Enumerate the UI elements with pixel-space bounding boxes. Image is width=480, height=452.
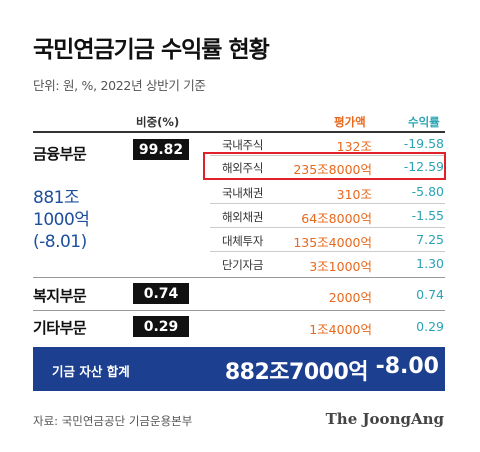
financial-total-line1: 881조: [33, 188, 80, 208]
total-return: -8.00: [375, 354, 439, 379]
section-financial-label: 금융부문: [33, 145, 87, 163]
welfare-return: 0.74: [416, 287, 444, 302]
other-return: 0.29: [416, 319, 444, 334]
row-value: 135조4000억: [293, 235, 372, 250]
source-note: 자료: 국민연금공단 기금운용본부: [33, 414, 193, 428]
row-name: 국내채권: [222, 186, 264, 200]
welfare-value: 2000억: [328, 290, 372, 305]
unit-note: 단위: 원, %, 2022년 상반기 기준: [33, 78, 206, 93]
header-rule: [33, 131, 445, 133]
row-return: -12.59: [403, 159, 444, 174]
row-value: 310조: [336, 187, 372, 202]
row-divider: [210, 251, 445, 252]
total-label: 기금 자산 합계: [52, 364, 130, 379]
brand-logo: The JoongAng: [325, 410, 444, 428]
financial-share-badge: 99.82: [133, 139, 189, 160]
row-name: 단기자금: [222, 258, 264, 272]
total-value: 882조7000억: [224, 360, 369, 385]
section-welfare-label: 복지부문: [33, 287, 87, 305]
section-divider: [33, 277, 445, 278]
row-name: 해외주식: [222, 161, 264, 175]
section-other-label: 기타부문: [33, 319, 87, 337]
other-share-badge: 0.29: [133, 316, 189, 337]
highlight-box: [203, 152, 446, 180]
row-return: 7.25: [416, 232, 444, 247]
header-value: 평가액: [334, 115, 366, 129]
row-return: 1.30: [416, 256, 444, 271]
row-value: 235조8000억: [293, 162, 372, 177]
other-value: 1조4000억: [309, 322, 372, 337]
row-divider: [210, 203, 445, 204]
welfare-share-badge: 0.74: [133, 283, 189, 304]
row-name: 대체투자: [222, 234, 264, 248]
row-return: -5.80: [411, 184, 444, 199]
financial-total-line3: (-8.01): [33, 232, 87, 252]
row-return: -19.58: [403, 136, 444, 151]
financial-total-line2: 1000억: [33, 210, 90, 230]
row-divider: [210, 227, 445, 228]
page-title: 국민연금기금 수익률 현황: [33, 37, 270, 63]
header-return: 수익률: [408, 115, 440, 129]
row-return: -1.55: [411, 208, 444, 223]
total-bar: 기금 자산 합계 882조7000억 -8.00: [33, 347, 445, 391]
row-name: 해외채권: [222, 210, 264, 224]
row-name: 국내주식: [222, 138, 264, 152]
section-divider: [33, 310, 445, 311]
header-share: 비중(%): [136, 115, 180, 129]
financial-total: 881조 1000억 (-8.01): [33, 187, 90, 253]
row-value: 64조8000억: [301, 211, 372, 226]
row-divider: [210, 155, 445, 156]
row-value: 132조: [336, 139, 372, 154]
row-value: 3조1000억: [309, 259, 372, 274]
